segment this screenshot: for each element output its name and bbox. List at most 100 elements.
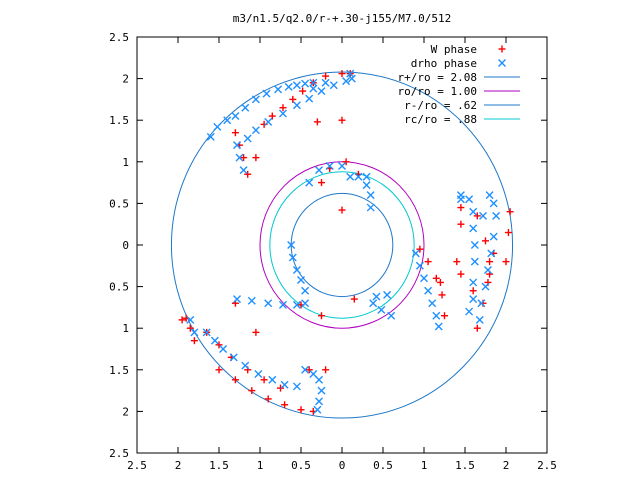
y-tick-label: 2.5 — [109, 31, 129, 44]
drho-phase-point — [329, 81, 338, 90]
w-phase-point — [482, 237, 489, 245]
x-tick-label: 0.5 — [291, 459, 311, 472]
drho-phase-point — [315, 397, 324, 406]
x-tick-label: 1.5 — [455, 459, 475, 472]
drho-phase-point — [219, 345, 228, 353]
reference-circle — [269, 171, 415, 319]
legend-label: ro/ro = 1.00 — [398, 85, 477, 98]
w-phase-point — [342, 158, 350, 166]
y-tick-label: 1 — [122, 156, 129, 169]
w-phase-point — [240, 154, 248, 162]
w-phase-point — [424, 258, 432, 266]
drho-phase-point — [301, 365, 310, 374]
x-tick-label: 2 — [175, 459, 182, 472]
w-phase-point — [338, 116, 346, 124]
drho-phase-point — [492, 211, 501, 220]
drho-phase-point — [489, 232, 498, 241]
w-phase-point — [438, 291, 446, 299]
w-phase-point — [305, 366, 313, 374]
drho-phase-point — [251, 95, 260, 104]
drho-phase-point — [456, 195, 465, 204]
w-phase-point — [281, 401, 289, 409]
drho-phase-point — [292, 101, 301, 110]
drho-phase-point — [247, 296, 256, 305]
drho-phase-point — [297, 275, 305, 284]
drho-phase-point — [292, 81, 301, 90]
drho-phase-point — [479, 211, 488, 220]
drho-phase-point — [287, 241, 296, 249]
drho-phase-point — [489, 199, 498, 208]
drho-phase-point — [475, 315, 484, 324]
drho-phase-point — [470, 241, 479, 249]
drho-phase-point — [366, 203, 375, 212]
drho-phase-point — [434, 322, 443, 331]
w-phase-point — [350, 295, 358, 303]
w-phase-point — [244, 170, 252, 178]
w-phase-point — [441, 312, 448, 320]
drho-phase-point — [346, 172, 355, 181]
w-phase-point — [416, 245, 424, 253]
w-phase-point — [322, 72, 330, 80]
drho-phase-point — [342, 77, 351, 86]
drho-phase-point — [301, 79, 310, 88]
y-tick-label: 0.5 — [109, 281, 129, 294]
w-phase-point — [506, 208, 514, 216]
w-phase-point — [190, 337, 198, 345]
x-tick-label: 0 — [339, 459, 346, 472]
w-phase-point — [252, 328, 260, 336]
drho-phase-point — [321, 78, 330, 87]
plot-frame — [136, 36, 548, 454]
drho-phase-point — [317, 87, 326, 96]
w-phase-point — [322, 366, 330, 374]
drho-phase-point — [313, 405, 322, 414]
w-phase-point — [457, 220, 465, 228]
y-tick-label: 0.5 — [109, 197, 129, 210]
drho-phase-point — [383, 290, 392, 299]
drho-phase-point — [465, 195, 474, 204]
w-phase-point — [436, 278, 444, 286]
drho-phase-point — [233, 141, 242, 150]
drho-phase-point — [309, 78, 318, 87]
axis-ticks: 2.5 2 1.5 1 0.5 0 0.5 1 1.5 2 2.52.521.510.500.511… — [109, 31, 557, 472]
drho-phase-point — [241, 103, 250, 112]
chart-title: m3/n1.5/q2.0/r-+.30-j155/M7.0/512 — [233, 12, 452, 25]
drho-phase-point — [251, 126, 260, 135]
y-tick-label: 0 — [122, 239, 129, 252]
drho-phase-point — [481, 282, 490, 291]
drho-phase-point — [186, 315, 195, 324]
drho-phase-point — [274, 85, 283, 94]
drho-phase-point — [477, 299, 486, 308]
drho-phase-point — [415, 261, 424, 270]
drho-phase-point — [284, 82, 293, 91]
x-tick-label: 1.5 — [209, 459, 229, 472]
w-phase-point — [453, 258, 461, 266]
w-phase-point — [264, 395, 272, 403]
drho-phase-point — [264, 117, 273, 126]
drho-phase-point — [325, 161, 334, 170]
legend-marker — [498, 45, 506, 53]
w-phase-point — [318, 312, 325, 320]
y-tick-label: 1.5 — [109, 114, 129, 127]
drho-phase-point — [292, 265, 301, 274]
drho-phase-point — [309, 84, 318, 93]
w-phase-point — [299, 87, 307, 95]
drho-phase-point — [206, 132, 215, 141]
drho-phase-point — [362, 172, 371, 181]
w-phase-point — [313, 118, 321, 126]
w-phase-point — [279, 104, 287, 112]
drho-phase-point — [369, 299, 378, 308]
w-phase-point — [231, 129, 239, 137]
drho-phase-point — [487, 249, 496, 258]
drho-phase-point — [485, 191, 494, 200]
drho-phase-point — [428, 299, 437, 308]
w-phase-point — [318, 179, 325, 187]
drho-phase-point — [470, 257, 479, 266]
drho-phase-point — [278, 300, 287, 309]
drho-phase-point — [420, 274, 428, 283]
y-tick-label: 1.5 — [109, 364, 129, 377]
drho-phase-point — [317, 386, 326, 395]
drho-phase-point — [469, 295, 478, 304]
w-phase-point — [486, 258, 494, 266]
legend-label: drho phase — [411, 57, 477, 70]
